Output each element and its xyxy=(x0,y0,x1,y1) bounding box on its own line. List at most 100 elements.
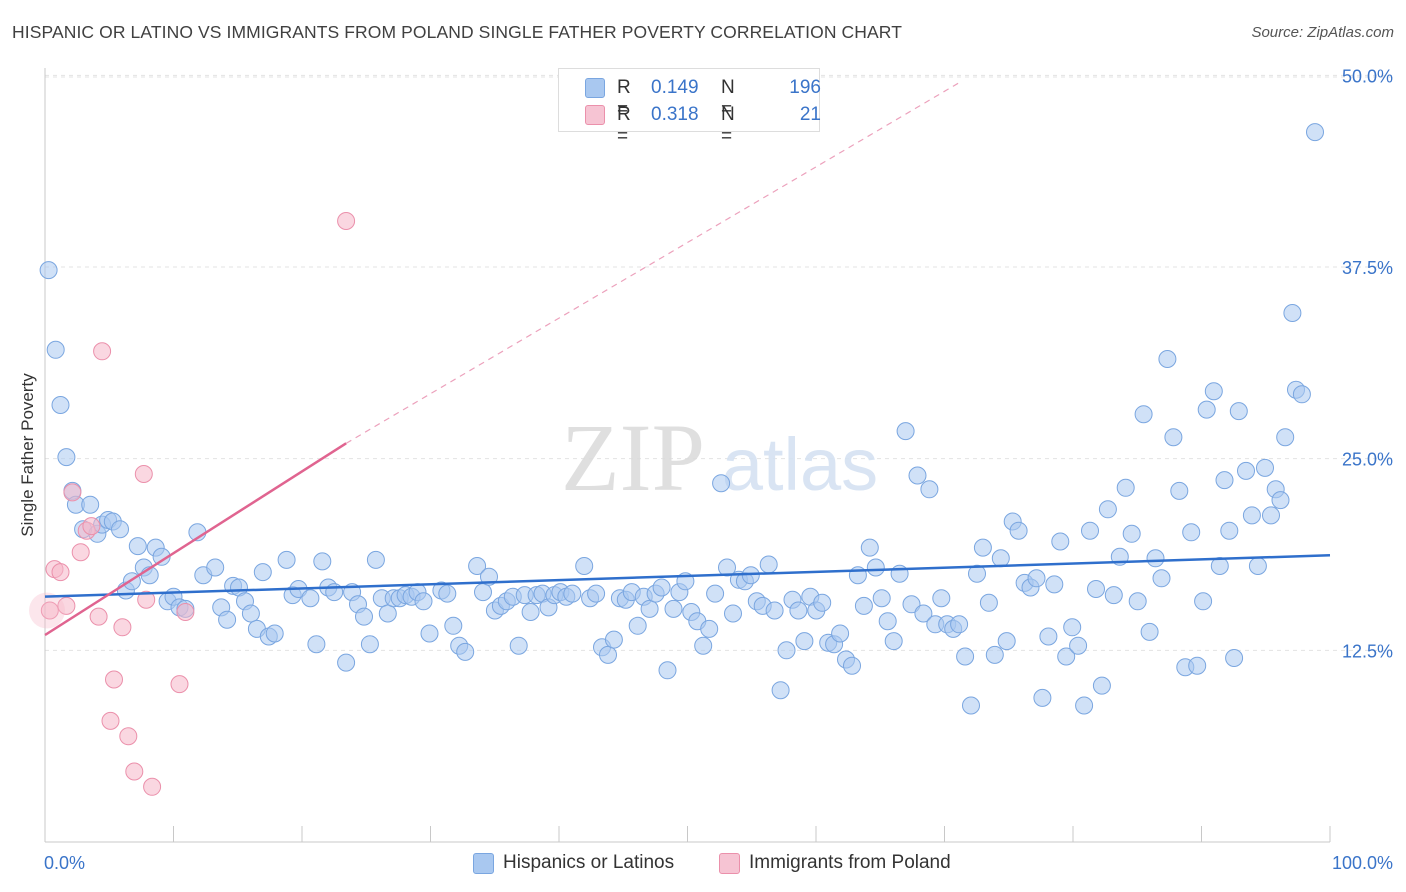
y-axis-title: Single Father Poverty xyxy=(18,373,37,537)
data-point-hispanics xyxy=(950,615,969,634)
data-point-hispanics xyxy=(1188,656,1207,675)
tick-labels: 12.5% 25.0% 37.5% 50.0% 0.0% 100.0% xyxy=(44,66,1393,873)
data-point-hispanics xyxy=(438,584,457,603)
data-point-hispanics xyxy=(1009,521,1028,540)
data-point-hispanics xyxy=(1128,592,1147,611)
legend-label: Immigrants from Poland xyxy=(749,852,951,873)
legend-swatch-pink xyxy=(719,853,740,874)
data-point-hispanics xyxy=(1092,676,1111,695)
data-point-hispanics xyxy=(1215,471,1234,490)
data-point-hispanics xyxy=(706,584,725,603)
data-point-hispanics xyxy=(658,661,677,680)
data-point-hispanics xyxy=(313,552,332,571)
data-point-hispanics xyxy=(932,589,951,608)
data-point-hispanics xyxy=(973,538,992,557)
data-point-hispanics xyxy=(700,619,719,638)
data-point-hispanics xyxy=(1158,350,1177,368)
data-point-hispanics xyxy=(724,604,742,623)
data-point-hispanics xyxy=(771,681,790,700)
data-point-hispanics xyxy=(866,558,885,577)
y-tick-label: 12.5% xyxy=(1342,641,1393,661)
data-point-poland xyxy=(105,670,123,689)
data-point-hispanics xyxy=(337,653,356,672)
data-point-hispanics xyxy=(1152,569,1171,588)
data-point-hispanics xyxy=(860,538,879,557)
data-point-hispanics xyxy=(1283,304,1302,322)
legend-n-value: 196 xyxy=(789,77,821,98)
data-point-hispanics xyxy=(908,466,927,485)
source-label: Source: ZipAtlas.com xyxy=(1251,24,1394,41)
data-point-hispanics xyxy=(414,592,433,611)
data-point-hispanics xyxy=(1063,618,1082,637)
legend-r-label: R = xyxy=(617,104,631,147)
data-point-hispanics xyxy=(57,448,76,467)
data-point-hispanics xyxy=(307,635,326,654)
legend-swatch-blue xyxy=(585,78,605,98)
data-point-hispanics xyxy=(301,589,320,608)
data-point-hispanics xyxy=(253,563,272,582)
data-point-hispanics xyxy=(206,558,225,577)
data-point-hispanics xyxy=(1051,532,1070,551)
data-point-poland xyxy=(134,465,153,483)
data-point-hispanics xyxy=(1237,461,1255,480)
legend-n-value: 21 xyxy=(799,104,821,125)
data-point-hispanics xyxy=(1170,481,1189,500)
data-point-hispanics xyxy=(1140,622,1159,641)
y-tick-label: 50.0% xyxy=(1342,66,1393,86)
data-point-hispanics xyxy=(1248,557,1267,575)
data-point-hispanics xyxy=(1242,506,1261,525)
data-point-hispanics xyxy=(1045,575,1064,594)
data-point-poland xyxy=(137,590,156,609)
y-tick-label: 37.5% xyxy=(1342,258,1393,278)
data-point-hispanics xyxy=(789,601,808,620)
data-point-poland xyxy=(93,342,112,361)
data-point-hispanics xyxy=(1204,382,1223,401)
data-point-hispanics xyxy=(1292,385,1311,404)
data-point-hispanics xyxy=(456,642,475,661)
data-point-hispanics xyxy=(991,549,1010,568)
data-point-hispanics xyxy=(51,396,70,414)
data-point-poland xyxy=(71,543,90,562)
data-point-hispanics xyxy=(1271,491,1290,510)
series-hispanics-points xyxy=(39,123,1324,715)
data-point-hispanics xyxy=(277,550,296,569)
data-point-hispanics xyxy=(1220,521,1239,540)
data-point-hispanics xyxy=(914,604,933,623)
data-point-poland xyxy=(82,517,101,536)
data-point-poland xyxy=(63,483,82,502)
data-point-hispanics xyxy=(664,599,683,618)
data-point-hispanics xyxy=(813,593,832,612)
data-point-hispanics xyxy=(1197,400,1216,419)
data-point-hispanics xyxy=(604,630,623,649)
data-point-hispanics xyxy=(366,550,385,569)
correlation-legend: R = 0.149 N = 196 R = 0.318 N = 21 xyxy=(558,68,821,147)
data-point-hispanics xyxy=(509,636,528,655)
data-point-hispanics xyxy=(1039,627,1058,646)
data-point-hispanics xyxy=(563,584,582,603)
data-point-hispanics xyxy=(1146,549,1165,568)
legend-swatch-pink xyxy=(585,105,605,125)
data-point-hispanics xyxy=(1164,428,1183,447)
data-point-hispanics xyxy=(997,632,1016,651)
data-point-hispanics xyxy=(1256,458,1274,477)
data-point-hispanics xyxy=(599,645,617,664)
data-point-hispanics xyxy=(575,557,594,575)
data-point-poland xyxy=(101,711,120,730)
data-point-hispanics xyxy=(1276,428,1295,447)
data-point-hispanics xyxy=(956,647,975,666)
x-tick-label: 100.0% xyxy=(1332,853,1393,873)
legend-r-value: 0.318 xyxy=(651,104,699,125)
legend-n-label: N = xyxy=(721,104,735,147)
data-point-hispanics xyxy=(360,635,379,654)
data-point-hispanics xyxy=(128,537,147,556)
data-point-hispanics xyxy=(1134,405,1153,424)
data-point-hispanics xyxy=(1225,649,1244,667)
watermark: ZIP atlas xyxy=(561,404,878,511)
data-point-hispanics xyxy=(712,474,731,493)
data-point-hispanics xyxy=(843,656,861,675)
data-point-hispanics xyxy=(420,624,439,643)
data-point-hispanics xyxy=(920,480,939,499)
data-point-hispanics xyxy=(1262,506,1280,525)
data-point-hispanics xyxy=(872,589,891,608)
